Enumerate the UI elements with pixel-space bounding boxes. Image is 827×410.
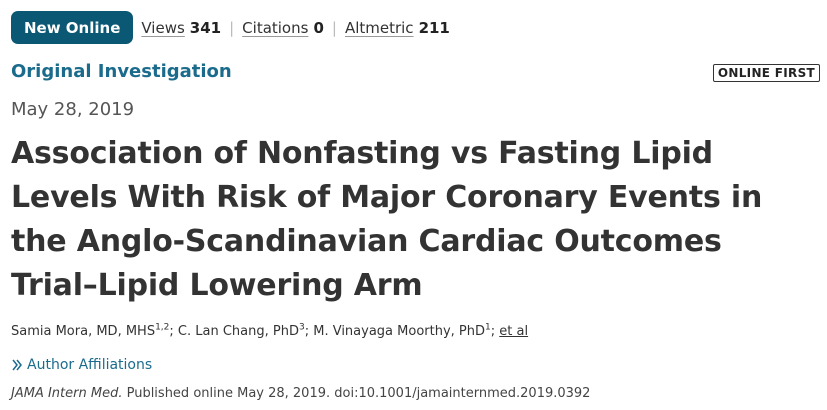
views-metric[interactable]: Views 341	[141, 19, 221, 37]
new-online-badge[interactable]: New Online	[11, 11, 134, 44]
article-title: Association of Nonfasting vs Fasting Lip…	[11, 136, 763, 303]
author-affiliation-ref: 3	[298, 322, 305, 333]
metric-divider: |	[229, 18, 235, 37]
author-separator: ;	[304, 324, 314, 339]
citations-metric[interactable]: Citations 0	[242, 19, 324, 37]
citations-count: 0	[313, 18, 324, 37]
author-separator: ;	[169, 324, 178, 339]
author-affiliations-label[interactable]: Author Affiliations	[27, 357, 153, 373]
author-separator: ;	[490, 324, 500, 339]
altmetric-score: 211	[418, 18, 450, 37]
article-type-label[interactable]: Original Investigation	[11, 61, 232, 82]
author-name[interactable]: M. Vinayaga Moorthy, PhD	[313, 324, 486, 339]
altmetric-label[interactable]: Altmetric	[344, 18, 414, 37]
author-affiliation-ref: 1	[485, 322, 491, 333]
views-label[interactable]: Views	[141, 18, 185, 37]
author-name[interactable]: C. Lan Chang, PhD	[177, 324, 299, 339]
et-al-link[interactable]: et al	[499, 324, 529, 339]
author-list: Samia Mora, MD, MHS1,2; C. Lan Chang, Ph…	[11, 322, 529, 339]
citations-label[interactable]: Citations	[242, 18, 309, 37]
online-first-badge: ONLINE FIRST	[712, 64, 820, 82]
author-affiliation-ref: 1,2	[155, 322, 170, 333]
article-metrics-bar: New Online Views 341 | Citations 0 | Alt…	[11, 11, 450, 44]
citation-details: Published online May 28, 2019. doi:10.10…	[126, 386, 591, 401]
views-count: 341	[189, 18, 222, 37]
author-affiliations-toggle[interactable]: Author Affiliations	[11, 357, 152, 373]
journal-abbreviation: JAMA Intern Med.	[11, 386, 123, 401]
altmetric-metric[interactable]: Altmetric 211	[345, 19, 450, 37]
metric-divider: |	[331, 18, 337, 37]
author-name[interactable]: Samia Mora, MD, MHS	[11, 324, 156, 339]
double-chevron-right-icon	[12, 359, 22, 371]
publication-date: May 28, 2019	[11, 99, 135, 120]
citation-line: JAMA Intern Med. Published online May 28…	[11, 386, 590, 401]
